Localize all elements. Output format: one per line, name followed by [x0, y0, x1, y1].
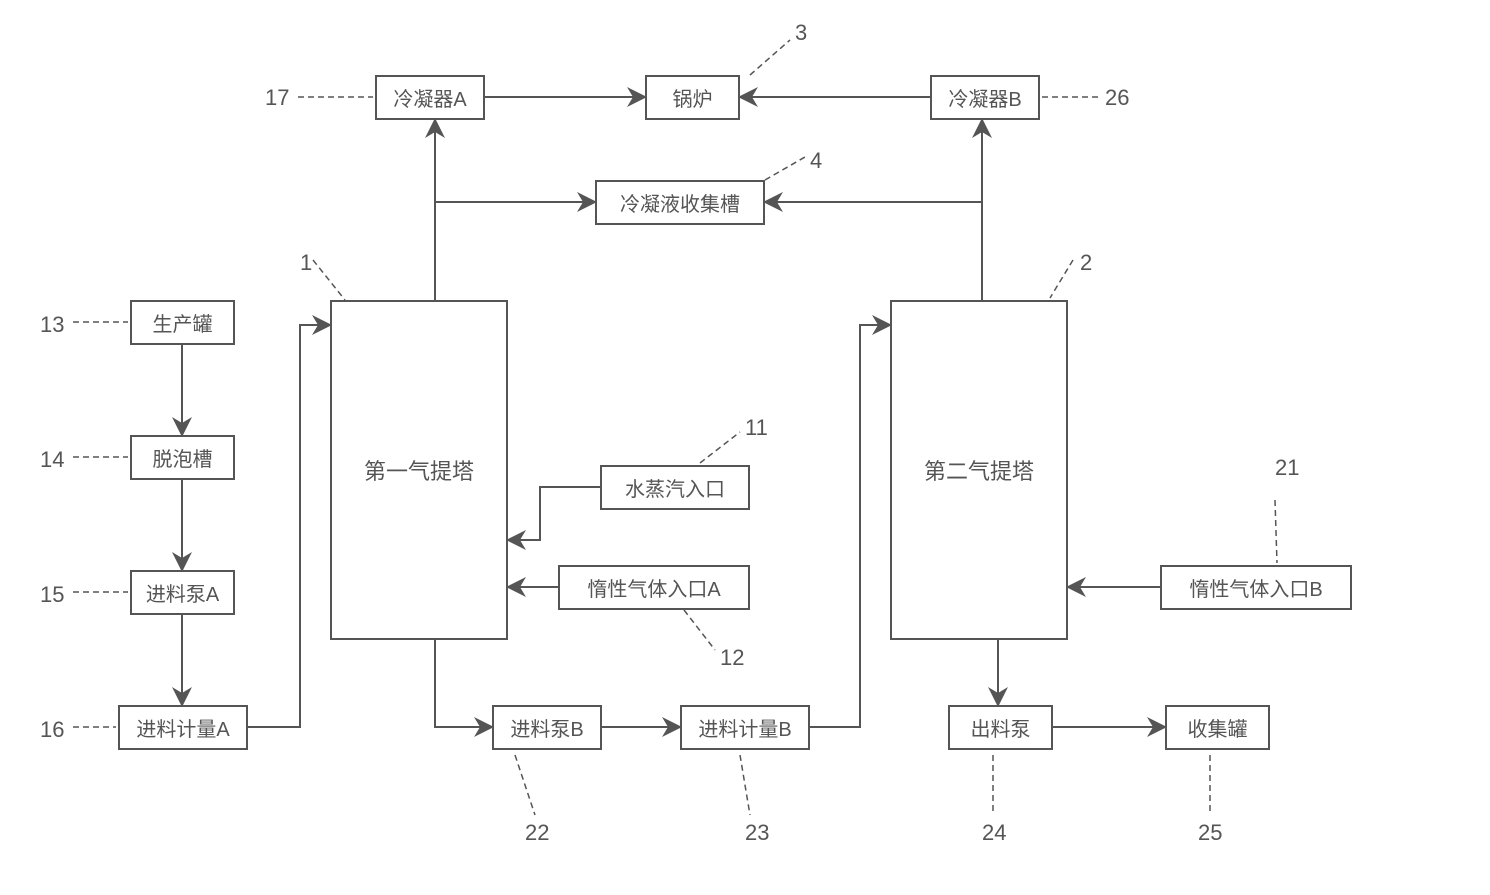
steam_in-box: 水蒸汽入口: [600, 465, 750, 510]
ref-r12: 12: [720, 645, 744, 671]
ref-r25-text: 25: [1198, 820, 1222, 845]
boiler-label: 锅炉: [673, 83, 713, 112]
inert_b-label: 惰性气体入口B: [1189, 573, 1322, 602]
dash-10: [700, 432, 740, 463]
defoam-box: 脱泡槽: [130, 435, 235, 480]
condenser_b-label: 冷凝器B: [948, 83, 1021, 112]
ref-r4-text: 4: [810, 148, 822, 173]
ref-r3-text: 3: [795, 20, 807, 45]
ref-r11-text: 11: [745, 415, 768, 440]
ref-r11: 11: [745, 415, 768, 441]
dash-14: [740, 755, 750, 815]
arrow-9: [248, 325, 328, 727]
dash-12: [1275, 500, 1277, 563]
steam_in-label: 水蒸汽入口: [625, 473, 725, 502]
arrow-3: [767, 120, 982, 202]
meter_b-label: 进料计量B: [698, 713, 791, 742]
dash-4: [313, 260, 345, 300]
prod_tank-label: 生产罐: [153, 308, 213, 337]
ref-r12-text: 12: [720, 645, 744, 670]
arrow-13: [435, 640, 490, 727]
pump_a-label: 进料泵A: [146, 578, 219, 607]
pump_a-box: 进料泵A: [130, 570, 235, 615]
collect_jar-box: 收集罐: [1165, 705, 1270, 750]
inert_b-box: 惰性气体入口B: [1160, 565, 1352, 610]
ref-r14: 14: [40, 447, 64, 473]
dash-3: [765, 157, 805, 180]
collect_tank-box: 冷凝液收集槽: [595, 180, 765, 225]
dash-11: [684, 610, 715, 650]
arrow-2: [435, 120, 593, 202]
ref-r4: 4: [810, 148, 822, 174]
inert_a-label: 惰性气体入口A: [587, 573, 720, 602]
meter_b-box: 进料计量B: [680, 705, 810, 750]
collect_tank-label: 冷凝液收集槽: [620, 188, 740, 217]
ref-r22: 22: [525, 820, 549, 846]
meter_a-label: 进料计量A: [136, 713, 229, 742]
ref-r3: 3: [795, 20, 807, 46]
ref-r13-text: 13: [40, 312, 64, 337]
inert_a-box: 惰性气体入口A: [558, 565, 750, 610]
arrow-15: [810, 325, 888, 727]
ref-r1-text: 1: [300, 250, 312, 275]
dash-5: [1050, 260, 1073, 298]
ref-r17: 17: [265, 85, 289, 111]
prod_tank-box: 生产罐: [130, 300, 235, 345]
ref-r2-text: 2: [1080, 250, 1092, 275]
tower1-box: 第一气提塔: [330, 300, 508, 640]
meter_a-box: 进料计量A: [118, 705, 248, 750]
pump_b-label: 进料泵B: [510, 713, 583, 742]
ref-r15-text: 15: [40, 582, 64, 607]
ref-r15: 15: [40, 582, 64, 608]
ref-r24-text: 24: [982, 820, 1006, 845]
out_pump-label: 出料泵: [971, 713, 1031, 742]
ref-r13: 13: [40, 312, 64, 338]
tower2-box: 第二气提塔: [890, 300, 1068, 640]
ref-r24: 24: [982, 820, 1006, 846]
collect_jar-label: 收集罐: [1188, 713, 1248, 742]
ref-r21: 21: [1275, 455, 1299, 481]
tower2-label: 第二气提塔: [924, 454, 1034, 486]
ref-r21-text: 21: [1275, 455, 1299, 480]
ref-r16: 16: [40, 717, 64, 743]
ref-r23-text: 23: [745, 820, 769, 845]
ref-r17-text: 17: [265, 85, 289, 110]
boiler-box: 锅炉: [645, 75, 740, 120]
condenser_a-label: 冷凝器A: [393, 83, 466, 112]
out_pump-box: 出料泵: [948, 705, 1053, 750]
arrow-10: [510, 487, 600, 540]
dash-0: [750, 40, 790, 75]
ref-r26: 26: [1105, 85, 1129, 111]
ref-r22-text: 22: [525, 820, 549, 845]
ref-r25: 25: [1198, 820, 1222, 846]
condenser_a-box: 冷凝器A: [375, 75, 485, 120]
condenser_b-box: 冷凝器B: [930, 75, 1040, 120]
pump_b-box: 进料泵B: [492, 705, 602, 750]
ref-r14-text: 14: [40, 447, 64, 472]
tower1-label: 第一气提塔: [364, 454, 474, 486]
ref-r2: 2: [1080, 250, 1092, 276]
dash-13: [515, 755, 535, 815]
ref-r1: 1: [300, 250, 312, 276]
ref-r23: 23: [745, 820, 769, 846]
ref-r16-text: 16: [40, 717, 64, 742]
ref-r26-text: 26: [1105, 85, 1129, 110]
defoam-label: 脱泡槽: [153, 443, 213, 472]
